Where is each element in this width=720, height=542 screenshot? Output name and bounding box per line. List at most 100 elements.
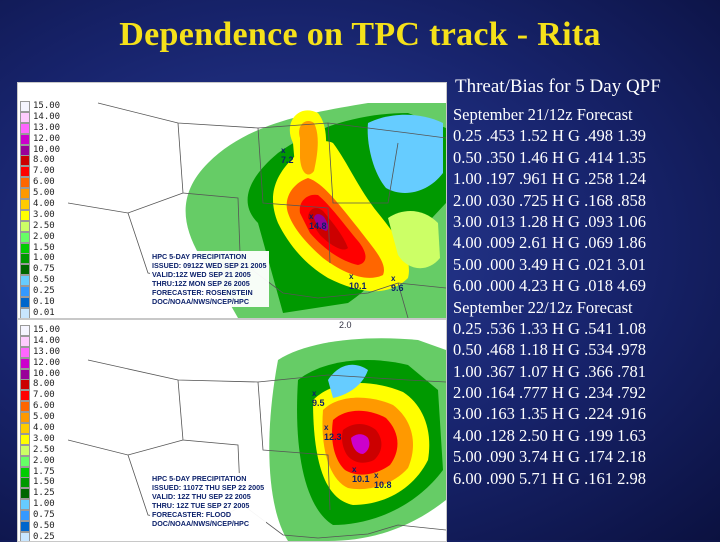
scale-row: 12.00 [20, 133, 60, 145]
scale-swatch [20, 466, 30, 478]
stats-line: 1.00 .197 .961 H G .258 1.24 [453, 169, 646, 189]
scale-value: 14.00 [33, 335, 61, 346]
scale-value: 7.00 [33, 390, 55, 401]
stats-line: 0.25 .453 1.52 H G .498 1.39 [453, 126, 646, 146]
precip-contours [269, 338, 446, 541]
scale-value: 13.00 [33, 346, 61, 357]
scale-row: 2.00 [20, 231, 60, 243]
scale-swatch [20, 488, 30, 500]
scale-swatch [20, 401, 30, 413]
scale-row: 0.25 [20, 286, 60, 298]
legend-line: FORECASTER: FLOOD [152, 510, 232, 519]
max-label: x 9.6 [391, 274, 404, 294]
scale-swatch [20, 209, 30, 221]
slide-subtitle: Threat/Bias for 5 Day QPF [455, 76, 661, 97]
scale-swatch [20, 390, 30, 402]
slide-title: Dependence on TPC track - Rita [119, 16, 601, 53]
stats-line: 5.00 .000 3.49 H G .021 3.01 [453, 254, 646, 274]
scale-value: 0.25 [33, 531, 55, 542]
legend-line: VALID: 12Z THU SEP 22 2005 [152, 492, 251, 501]
scale-value: 2.50 [33, 444, 55, 455]
max-label: x 7.2 [281, 146, 294, 166]
scale-value: 12.00 [33, 357, 61, 368]
scale-value: 1.50 [33, 477, 55, 488]
scale-value: 0.75 [33, 264, 55, 275]
color-scale: 15.00 14.00 13.00 12.00 10.00 8.00 7.00 6.00 5.0… [20, 100, 61, 318]
scale-row: 5.00 [20, 412, 60, 424]
scale-row: 4.00 [20, 198, 60, 210]
scale-value: 5.00 [33, 412, 55, 423]
legend-line: ISSUED: 1107Z THU SEP 22 2005 [152, 483, 265, 492]
scale-value: 4.00 [33, 423, 55, 434]
scale-swatch [20, 231, 30, 243]
scale-row: 13.00 [20, 346, 61, 358]
scale-row: 6.00 [20, 177, 60, 189]
scale-swatch [20, 433, 30, 445]
scale-value: 2.00 [33, 455, 55, 466]
scale-value: 8.00 [33, 379, 55, 390]
scale-swatch [20, 177, 30, 189]
legend-line: ISSUED: 0912Z WED SEP 21 2005 [152, 261, 267, 270]
scale-swatch [20, 379, 30, 391]
scale-swatch [20, 335, 30, 347]
scale-swatch [20, 253, 30, 265]
scale-swatch [20, 324, 30, 336]
scale-row: 0.01 [20, 307, 60, 318]
scale-swatch [20, 531, 30, 541]
stats-line: September 22/12z Forecast [453, 297, 633, 317]
scale-value: 6.00 [33, 401, 55, 412]
scale-swatch [20, 198, 30, 210]
scale-row: 2.00 [20, 455, 60, 467]
scale-row: 1.50 [20, 242, 60, 254]
scale-swatch [20, 455, 30, 467]
scale-row: 7.00 [20, 166, 60, 178]
scale-row: 5.00 [20, 188, 60, 200]
legend-line: DOC/NOAA/NWS/NCEP/HPC [152, 297, 250, 306]
scale-swatch [20, 220, 30, 232]
legend-line: HPC 5-DAY PRECIPITATION [152, 252, 247, 261]
scale-row: 6.00 [20, 401, 60, 413]
scale-row: 3.00 [20, 209, 60, 221]
stats-line: 4.00 .009 2.61 H G .069 1.86 [453, 233, 646, 253]
scale-value: 2.00 [33, 231, 55, 242]
scale-value: 1.25 [33, 488, 55, 499]
scale-value: 1.50 [33, 242, 55, 253]
scale-value: 14.00 [33, 111, 61, 122]
scale-row: 1.00 [20, 499, 60, 511]
scale-swatch [20, 357, 30, 369]
scale-value: 0.50 [33, 521, 55, 532]
stats-line: 2.00 .164 .777 H G .234 .792 [453, 383, 646, 403]
contour-label: 2.0 [339, 320, 352, 330]
scale-row: 14.00 [20, 335, 61, 347]
scale-row: 7.00 [20, 390, 60, 402]
scale-row: 15.00 [20, 324, 60, 336]
scale-swatch [20, 286, 30, 298]
scale-swatch [20, 111, 30, 123]
scale-row: 8.00 [20, 155, 60, 167]
scale-swatch [20, 499, 30, 511]
scale-value: 6.00 [33, 177, 55, 188]
scale-value: 8.00 [33, 155, 55, 166]
stats-line: 6.00 .090 5.71 H G .161 2.98 [453, 468, 646, 488]
scale-row: 0.50 [20, 275, 60, 287]
stats-line: 0.50 .468 1.18 H G .534 .978 [453, 340, 646, 360]
scale-row: 8.00 [20, 379, 60, 391]
scale-value: 0.75 [33, 510, 55, 521]
color-scale: 15.00 14.00 13.00 12.00 10.00 8.00 7.00 6.00 5.0… [20, 324, 61, 542]
scale-row: 14.00 [20, 111, 61, 123]
scale-row: 0.25 [20, 531, 60, 542]
scale-swatch [20, 133, 30, 145]
scale-swatch [20, 444, 30, 456]
scale-row: 0.75 [20, 510, 60, 522]
scale-row: 12.00 [20, 357, 61, 369]
scale-swatch [20, 166, 30, 178]
stats-line: 0.50 .350 1.46 H G .414 1.35 [453, 147, 646, 167]
legend-line: DOC/NOAA/NWS/NCEP/HPC [152, 519, 250, 528]
scale-swatch [20, 275, 30, 287]
scale-swatch [20, 188, 30, 200]
legend-line: VALID:12Z WED SEP 21 2005 [152, 270, 251, 279]
legend-line: FORECASTER: ROSENSTEIN [152, 288, 253, 297]
max-label: x 10.1 [349, 272, 367, 292]
max-label: x 9.5 [312, 389, 325, 409]
stats-line: 3.00 .013 1.28 H G .093 1.06 [453, 211, 646, 231]
